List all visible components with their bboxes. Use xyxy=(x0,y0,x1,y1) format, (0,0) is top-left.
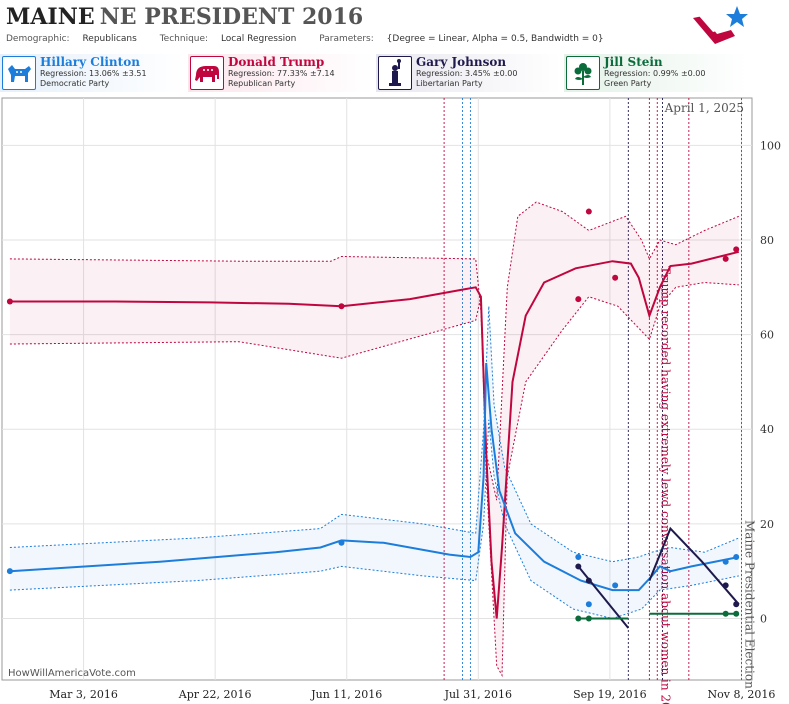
legend-name: Donald Trump xyxy=(228,55,325,69)
hillary-clinton-lower-bound xyxy=(9,419,739,620)
x-tick-label: Jun 11, 2016 xyxy=(310,688,382,701)
hillary-clinton-poll-point xyxy=(585,601,592,608)
legend-party: Green Party xyxy=(604,79,652,88)
hillary-clinton-poll-point xyxy=(575,553,582,560)
y-tick-label: 100 xyxy=(760,139,781,152)
hillary-clinton-upper-bound xyxy=(9,306,739,563)
legend-party: Democratic Party xyxy=(40,79,110,88)
date-label: April 1, 2025 xyxy=(664,101,744,115)
y-tick-label: 20 xyxy=(760,518,774,531)
gary-johnson-poll-point xyxy=(575,563,582,570)
y-tick-label: 60 xyxy=(760,329,774,342)
jill-stein-poll-point xyxy=(575,615,582,622)
legend-name: Gary Johnson xyxy=(416,55,507,69)
site-logo-icon xyxy=(693,6,748,44)
site-credit: HowWillAmericaVote.com xyxy=(8,668,136,679)
gary-johnson-poll-point xyxy=(585,577,592,584)
legend-party: Libertarian Party xyxy=(416,79,483,88)
demographic-value: Republicans xyxy=(82,34,137,44)
x-tick-label: Apr 22, 2016 xyxy=(178,688,252,701)
x-tick-label: Jul 31, 2016 xyxy=(444,688,513,701)
demographic-label: Demographic: xyxy=(6,34,70,44)
legend-regression: Regression: 0.99% ±0.00 xyxy=(604,69,706,78)
poll-chart: 0 20 40 60 80 100 Mar 3, 2016 Apr 22, 2016 Jun 1… xyxy=(1,97,781,704)
statue-of-liberty-icon xyxy=(378,56,412,90)
gary-johnson-poll-point xyxy=(722,582,729,589)
legend-item-stein: Jill Stein Regression: 0.99% ±0.00 Green… xyxy=(564,54,749,92)
hillary-clinton-poll-point xyxy=(6,568,13,575)
donald-trump-lower-bound xyxy=(9,281,739,678)
donkey-icon xyxy=(2,56,36,90)
legend-regression: Regression: 77.33% ±7.14 xyxy=(228,69,335,78)
y-tick-label: 80 xyxy=(760,234,774,247)
annotation-label: Trump recorded having extremely lewd con… xyxy=(658,266,672,704)
legend-regression: Regression: 3.45% ±0.00 xyxy=(416,69,518,78)
hillary-clinton-confidence-band xyxy=(9,306,739,619)
title-rest: NE PRESIDENT 2016 xyxy=(99,4,364,30)
donald-trump-poll-point xyxy=(733,246,740,253)
donald-trump-poll-point xyxy=(338,303,345,310)
parameters-line: Demographic: Republicans Technique: Loca… xyxy=(6,34,624,44)
hillary-clinton-poll-point xyxy=(612,582,619,589)
hillary-clinton-poll-point xyxy=(733,553,740,560)
elephant-icon xyxy=(190,56,224,90)
legend-item-trump: Donald Trump Regression: 77.33% ±7.14 Re… xyxy=(188,54,373,92)
donald-trump-confidence-band xyxy=(9,202,739,676)
legend-party: Republican Party xyxy=(228,79,296,88)
donald-trump-upper-bound xyxy=(9,201,739,501)
jill-stein-poll-point xyxy=(585,615,592,622)
legend: Hillary Clinton Regression: 13.06% ±3.51… xyxy=(0,54,789,94)
jill-stein-poll-point xyxy=(722,610,729,617)
donald-trump-poll-point xyxy=(6,298,13,305)
x-tick-label: Nov 8, 2016 xyxy=(707,688,775,701)
page-title: MAINE NE PRESIDENT 2016 xyxy=(6,4,363,34)
legend-name: Jill Stein xyxy=(604,55,663,69)
x-tick-label: Sep 19, 2016 xyxy=(573,688,647,701)
jill-stein-poll-point xyxy=(733,610,740,617)
y-tick-label: 0 xyxy=(760,612,767,625)
flower-icon xyxy=(566,56,600,90)
y-tick-label: 40 xyxy=(760,423,774,436)
donald-trump-poll-point xyxy=(585,208,592,215)
hillary-clinton-trend-line xyxy=(9,362,739,592)
gary-johnson-trend-line-2 xyxy=(648,526,740,605)
legend-regression: Regression: 13.06% ±3.51 xyxy=(40,69,147,78)
hillary-clinton-poll-point xyxy=(722,558,729,565)
technique-value: Local Regression xyxy=(220,34,297,44)
plot-frame xyxy=(1,97,753,681)
gary-johnson-poll-point xyxy=(733,601,740,608)
legend-item-johnson: Gary Johnson Regression: 3.45% ±0.00 Lib… xyxy=(376,54,561,92)
parameters-value: {Degree = Linear, Alpha = 0.5, Bandwidth… xyxy=(386,34,604,44)
technique-label: Technique: xyxy=(159,34,209,44)
hillary-clinton-poll-point xyxy=(338,539,345,546)
donald-trump-poll-point xyxy=(722,255,729,262)
donald-trump-poll-point xyxy=(575,296,582,303)
annotation-label: Maine Presidential Election xyxy=(742,520,756,689)
title-state: MAINE xyxy=(6,4,95,30)
parameters-label: Parameters: xyxy=(319,34,374,44)
x-tick-label: Mar 3, 2016 xyxy=(49,688,118,701)
legend-name: Hillary Clinton xyxy=(40,55,140,69)
legend-item-clinton: Hillary Clinton Regression: 13.06% ±3.51… xyxy=(0,54,185,92)
donald-trump-poll-point xyxy=(612,274,619,281)
